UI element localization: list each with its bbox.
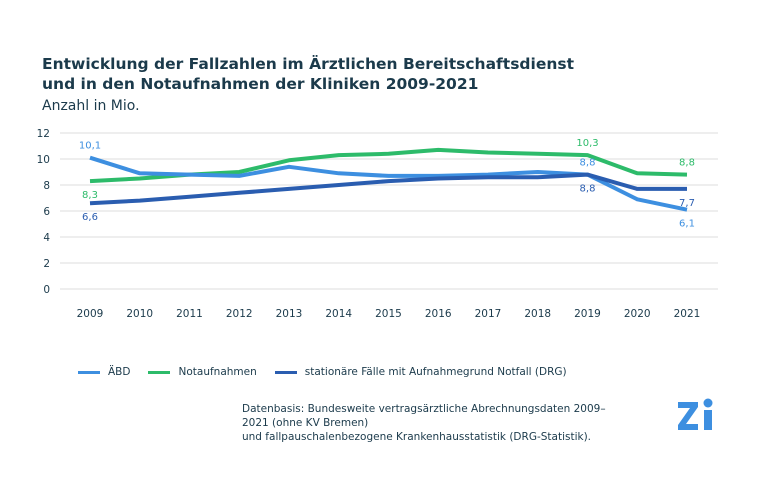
legend-item-notaufnahmen: Notaufnahmen: [148, 366, 257, 378]
data-label: 6,1: [679, 219, 695, 230]
chart-title: Entwicklung der Fallzahlen im Ärztlichen…: [42, 55, 575, 93]
data-label: 8,8: [679, 158, 695, 169]
source-line: und fallpauschalenbezogene Krankenhausst…: [242, 431, 592, 443]
x-tick-label: 2018: [524, 308, 551, 320]
x-tick-label: 2012: [226, 308, 253, 320]
data-label: 7,7: [679, 198, 695, 209]
x-tick-label: 2015: [375, 308, 402, 320]
data-source-note: Datenbasis: Bundesweite vertragsärztlich…: [242, 402, 612, 444]
legend-item-drg: stationäre Fälle mit Aufnahmegrund Notfa…: [274, 366, 567, 378]
legend-swatch: [78, 370, 100, 374]
legend-label: ÄBD: [108, 366, 131, 378]
x-tick-label: 2011: [176, 308, 203, 320]
y-tick-label: 6: [43, 206, 50, 218]
zi-logo: [678, 398, 713, 430]
x-tick-label: 2017: [475, 308, 502, 320]
chart-subtitle: Anzahl in Mio.: [42, 98, 140, 114]
x-tick-label: 2013: [276, 308, 303, 320]
x-tick-label: 2021: [674, 308, 701, 320]
y-tick-label: 8: [43, 180, 50, 192]
legend-swatch: [148, 370, 171, 374]
x-tick-label: 2014: [325, 308, 352, 320]
y-tick-label: 12: [37, 128, 50, 140]
legend-label: Notaufnahmen: [178, 366, 257, 378]
series-line-2: [89, 172, 687, 206]
legend: ÄBD Notaufnahmen stationäre Fälle mit Au…: [78, 366, 567, 378]
data-label: 6,6: [82, 212, 98, 223]
x-tick-label: 2010: [126, 308, 153, 320]
data-label: 10,3: [576, 138, 598, 149]
data-label: 8,3: [82, 190, 98, 201]
y-tick-label: 0: [43, 284, 50, 296]
x-tick-label: 2019: [574, 308, 601, 320]
data-label: 8,8: [580, 158, 596, 169]
legend-label: stationäre Fälle mit Aufnahmegrund Notfa…: [304, 366, 567, 378]
x-tick-label: 2009: [77, 308, 104, 320]
y-tick-label: 4: [43, 232, 50, 244]
source-line: Datenbasis: Bundesweite vertragsärztlich…: [242, 403, 606, 429]
data-label: 10,1: [79, 141, 101, 152]
y-tick-label: 10: [37, 154, 50, 166]
series-line-0: [89, 155, 688, 212]
y-tick-label: 2: [43, 258, 50, 270]
legend-swatch: [274, 370, 297, 374]
legend-item-abd: ÄBD: [78, 366, 130, 378]
x-tick-label: 2020: [624, 308, 651, 320]
x-tick-label: 2016: [425, 308, 452, 320]
data-label: 8,8: [580, 184, 596, 195]
